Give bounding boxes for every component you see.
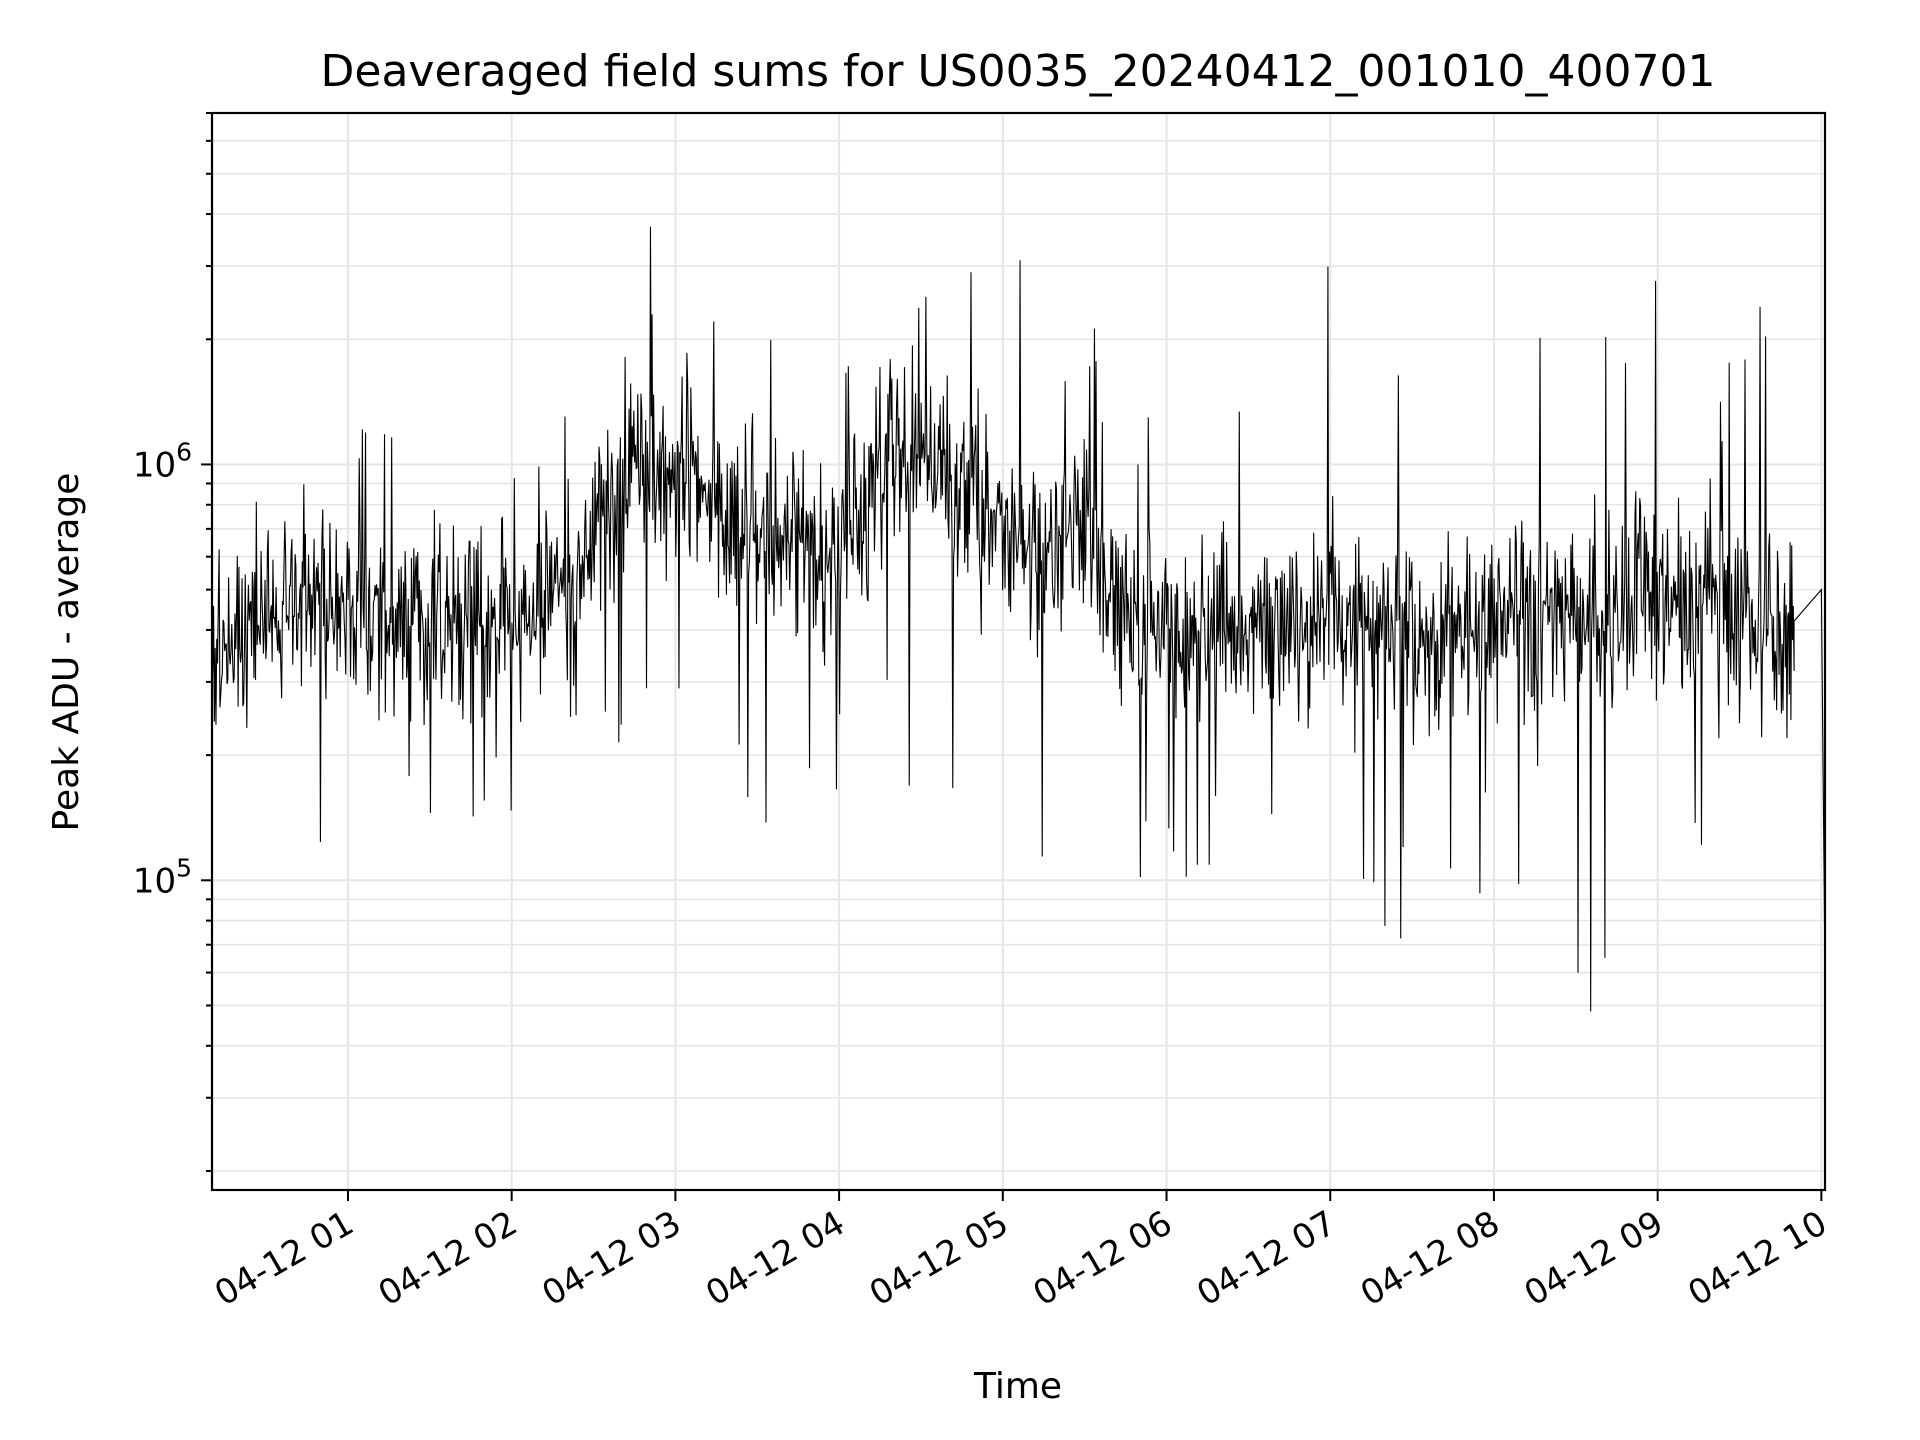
x-axis-label: Time (973, 1366, 1062, 1407)
y-tick-label: 106 (133, 437, 192, 485)
y-tick-label: 105 (133, 853, 192, 901)
y-axis-label: Peak ADU - average (46, 473, 87, 832)
chart-title: Deaveraged field sums for US0035_2024041… (321, 46, 1716, 97)
series-layer (211, 226, 1826, 1012)
y-axis: 105 106 (133, 112, 212, 1172)
plot-frame (210, 111, 1827, 1192)
series-line (211, 226, 1826, 1012)
